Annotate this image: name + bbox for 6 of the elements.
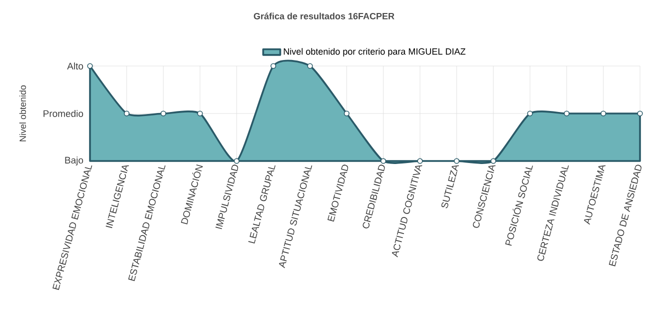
text: Promedio [44,110,84,117]
y-axis-title: Nivel obtenido [19,85,26,142]
chart-title: Gráfica de resultados 16FACPER [254,12,394,20]
legend-label: Nivel obtenido por criterio para MIGUEL DIAZ [284,48,466,56]
text: Alto [67,62,84,70]
text: Bajo [65,156,84,166]
